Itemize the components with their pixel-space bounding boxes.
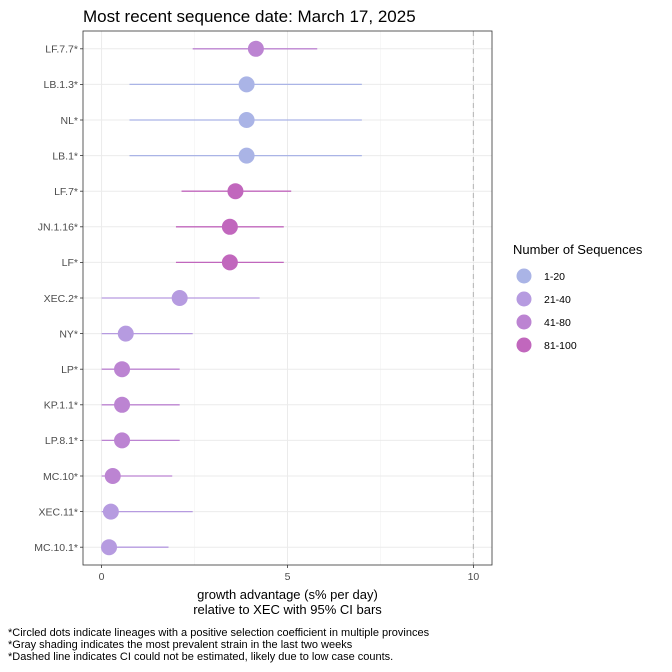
footnote-2: *Gray shading indicates the most prevale… bbox=[8, 639, 353, 651]
legend: Number of Sequences 1-20 21-40 41-80 81-100 bbox=[513, 242, 643, 353]
y-tick-label: NY* bbox=[59, 328, 78, 340]
estimate-point bbox=[247, 40, 264, 57]
y-tick-label: LP.8.1* bbox=[45, 435, 78, 447]
estimate-point bbox=[114, 432, 131, 449]
estimate-point bbox=[221, 218, 238, 235]
estimate-point bbox=[227, 183, 244, 200]
estimate-point bbox=[104, 468, 121, 484]
y-tick-label: LP* bbox=[61, 364, 78, 376]
y-tick-label: LB.1.3* bbox=[44, 79, 78, 91]
y-tick-label: JN.1.16* bbox=[38, 222, 78, 234]
legend-key bbox=[516, 337, 532, 353]
x-axis-title-line2: relative to XEC with 95% CI bars bbox=[193, 602, 382, 617]
y-tick-label: MC.10.1* bbox=[34, 542, 78, 554]
legend-label: 81-100 bbox=[544, 340, 577, 352]
estimate-point bbox=[238, 112, 255, 128]
x-tick-label: 5 bbox=[285, 571, 291, 583]
legend-title: Number of Sequences bbox=[513, 242, 643, 257]
x-tick-label: 10 bbox=[468, 571, 480, 583]
x-axis-title-line1: growth advantage (s% per day) bbox=[197, 587, 378, 602]
y-tick-label: LF.7.7* bbox=[45, 44, 78, 56]
y-axis-labels: LF.7.7* LB.1.3* NL* LB.1* LF.7* JN.1.16* LF* XE… bbox=[34, 44, 83, 554]
estimate-point bbox=[101, 539, 118, 556]
estimate-points bbox=[101, 40, 264, 556]
y-tick-label: LF* bbox=[62, 257, 78, 269]
legend-key bbox=[516, 291, 532, 307]
legend-label: 21-40 bbox=[544, 294, 571, 306]
y-tick-label: KP.1.1* bbox=[44, 400, 78, 412]
estimate-point bbox=[114, 361, 131, 378]
chart-title: Most recent sequence date: March 17, 202… bbox=[83, 7, 416, 26]
estimate-point bbox=[238, 147, 255, 164]
legend-label: 41-80 bbox=[544, 317, 571, 329]
x-axis-ticks: 0 5 10 bbox=[99, 565, 480, 583]
estimate-point bbox=[221, 254, 238, 271]
footnote-3: *Dashed line indicates CI could not be e… bbox=[8, 651, 393, 663]
estimate-point bbox=[171, 290, 188, 306]
y-tick-label: MC.10* bbox=[43, 471, 78, 483]
x-tick-label: 0 bbox=[99, 571, 105, 583]
y-tick-label: LB.1* bbox=[52, 150, 78, 162]
y-tick-label: NL* bbox=[60, 115, 78, 127]
y-tick-label: XEC.11* bbox=[39, 506, 79, 518]
legend-key bbox=[516, 314, 532, 330]
y-tick-label: LF.7* bbox=[54, 186, 78, 198]
estimate-point bbox=[117, 325, 134, 342]
estimate-point bbox=[102, 503, 119, 520]
estimate-point bbox=[238, 76, 255, 93]
legend-label: 1-20 bbox=[544, 271, 565, 283]
y-tick-label: XEC.2* bbox=[44, 293, 78, 305]
estimate-point bbox=[114, 396, 131, 413]
footnote-1: *Circled dots indicate lineages with a p… bbox=[8, 627, 430, 639]
legend-key bbox=[516, 268, 532, 284]
